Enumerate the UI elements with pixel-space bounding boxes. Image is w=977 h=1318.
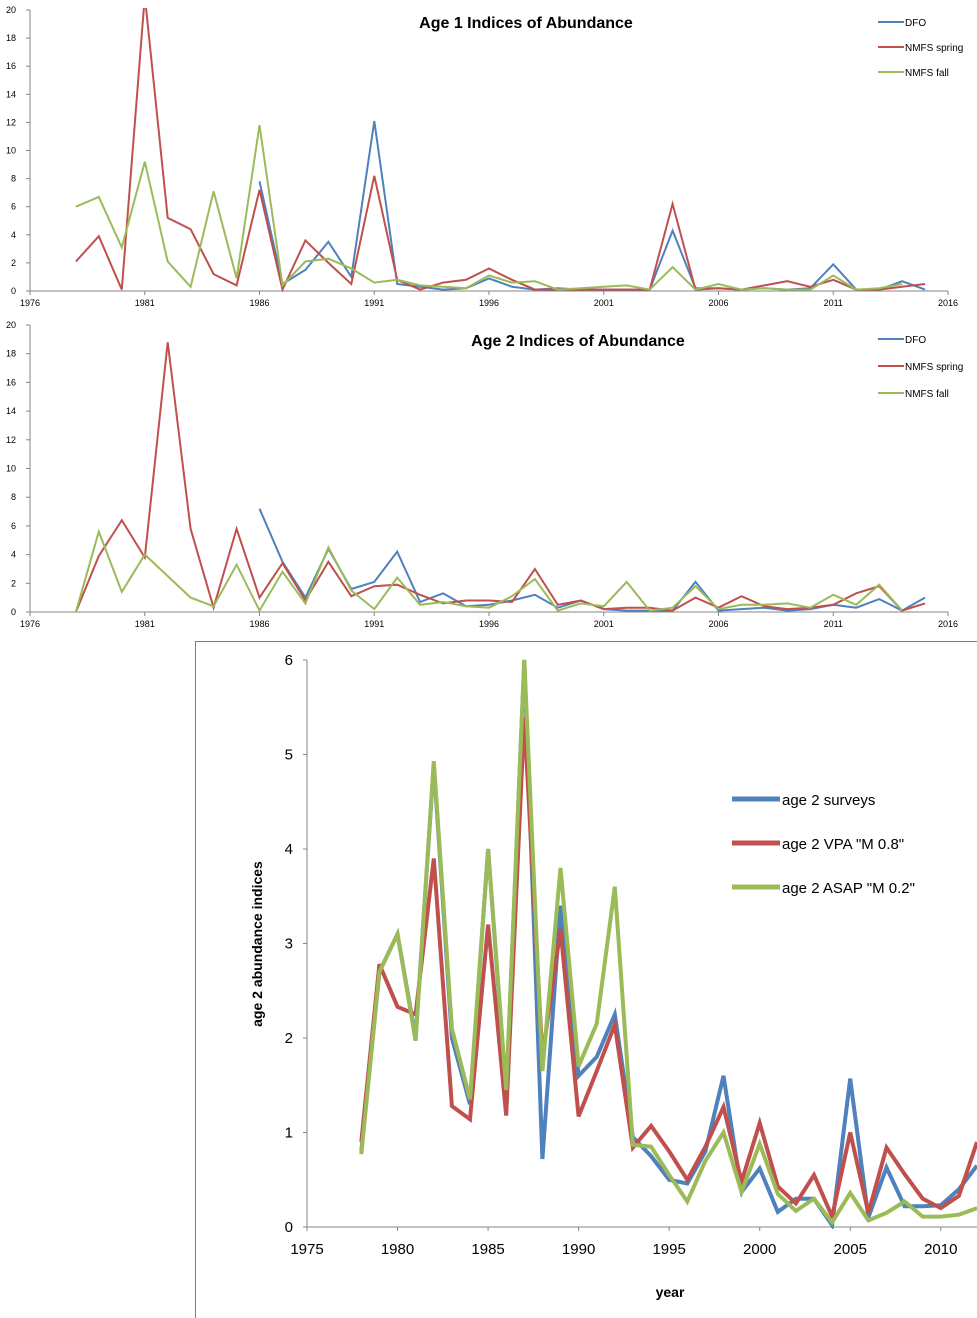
series-line-3 — [75, 125, 903, 291]
x-tick-label: 2010 — [924, 1241, 957, 1258]
x-tick-label: 1990 — [562, 1241, 595, 1258]
x-tick-label: 2001 — [594, 298, 614, 308]
x-tick-label: 2005 — [834, 1241, 867, 1258]
x-tick-label: 2011 — [824, 298, 843, 308]
y-tick-label: 8 — [11, 492, 16, 502]
x-tick-label: 2016 — [938, 298, 958, 308]
x-tick-label: 1986 — [249, 619, 269, 629]
legend-label: age 2 VPA "M 0.8" — [782, 836, 904, 853]
y-tick-label: 12 — [6, 117, 16, 127]
chart-title: Age 1 Indices of Abundance — [419, 15, 633, 32]
y-tick-label: 12 — [6, 435, 16, 445]
age1-indices-chart: 0 2 4 6 8 10 12 14 16 18 20 1976 1981 1986 1991 1996 200… — [6, 5, 963, 308]
x-tick-label: 1976 — [20, 619, 40, 629]
y-tick-label: 10 — [6, 146, 16, 156]
x-tick-label: 1985 — [471, 1241, 504, 1258]
y-tick-label: 4 — [11, 230, 16, 240]
y-tick-label: 5 — [285, 747, 293, 764]
series-line-1 — [258, 508, 926, 612]
x-tick-label: 1976 — [20, 298, 40, 308]
legend-label: age 2 ASAP "M 0.2" — [782, 880, 915, 897]
series-line-2 — [359, 716, 977, 1224]
y-tick-label: 0 — [11, 286, 16, 296]
y-tick-label: 20 — [6, 320, 16, 330]
legend-label: NMFS spring — [905, 362, 963, 373]
x-tick-label: 1981 — [135, 619, 155, 629]
y-tick-label: 14 — [6, 406, 16, 416]
series-line-2 — [75, 8, 926, 293]
x-tick-label: 1996 — [479, 619, 499, 629]
x-tick-label: 1991 — [364, 619, 384, 629]
legend-label: DFO — [905, 18, 926, 29]
age2-indices-chart: 0 2 4 6 8 10 12 14 16 18 20 1976 1981 1986 1991 1996 200… — [6, 320, 963, 629]
y-tick-label: 18 — [6, 349, 16, 359]
series-line-3 — [359, 659, 977, 1226]
y-tick-label: 14 — [6, 89, 16, 99]
y-tick-label: 16 — [6, 377, 16, 387]
x-tick-label: 1975 — [290, 1241, 323, 1258]
x-tick-label: 2001 — [594, 619, 614, 629]
x-tick-label: 2000 — [743, 1241, 776, 1258]
legend-label: NMFS fall — [905, 389, 949, 400]
y-tick-label: 0 — [11, 607, 16, 617]
x-tick-label: 1986 — [249, 298, 269, 308]
x-tick-label: 2016 — [938, 619, 958, 629]
y-tick-label: 4 — [285, 841, 293, 858]
chart-frame — [195, 641, 977, 1318]
y-tick-label: 3 — [285, 936, 293, 953]
age2-comparison-chart: 0 1 2 3 4 5 6 1975 1980 1985 1990 1995 2000 2005 2010 y… — [195, 641, 977, 1318]
y-tick-label: 8 — [11, 174, 16, 184]
y-tick-label: 6 — [11, 521, 16, 531]
x-tick-label: 1980 — [381, 1241, 414, 1258]
y-tick-label: 4 — [11, 550, 16, 560]
legend-label: age 2 surveys — [782, 792, 875, 809]
x-tick-label: 1981 — [135, 298, 155, 308]
legend-label: DFO — [905, 335, 926, 346]
series-line-3 — [74, 528, 903, 613]
x-tick-label: 2006 — [708, 619, 728, 629]
y-tick-label: 18 — [6, 33, 16, 43]
y-tick-label: 6 — [11, 202, 16, 212]
series-line-2 — [74, 342, 926, 613]
y-tick-label: 16 — [6, 61, 16, 71]
x-tick-label: 2006 — [708, 298, 728, 308]
y-tick-label: 2 — [285, 1030, 293, 1047]
y-tick-label: 20 — [6, 5, 16, 15]
x-tick-label: 2011 — [824, 619, 843, 629]
y-tick-label: 2 — [11, 258, 16, 268]
y-tick-label: 0 — [285, 1219, 293, 1236]
y-tick-label: 6 — [285, 652, 293, 669]
legend-label: NMFS fall — [905, 68, 949, 79]
legend-label: NMFS spring — [905, 43, 963, 54]
chart-title: Age 2 Indices of Abundance — [471, 333, 685, 350]
x-tick-label: 1991 — [364, 298, 384, 308]
series-line-1 — [359, 659, 977, 1229]
y-axis-label: age 2 abundance indices — [249, 861, 265, 1027]
y-tick-label: 1 — [285, 1125, 293, 1142]
x-tick-label: 1995 — [652, 1241, 685, 1258]
y-tick-label: 2 — [11, 578, 16, 588]
y-tick-label: 10 — [6, 464, 16, 474]
series-line-1 — [258, 120, 926, 291]
x-axis-label: year — [656, 1284, 685, 1300]
x-tick-label: 1996 — [479, 298, 499, 308]
